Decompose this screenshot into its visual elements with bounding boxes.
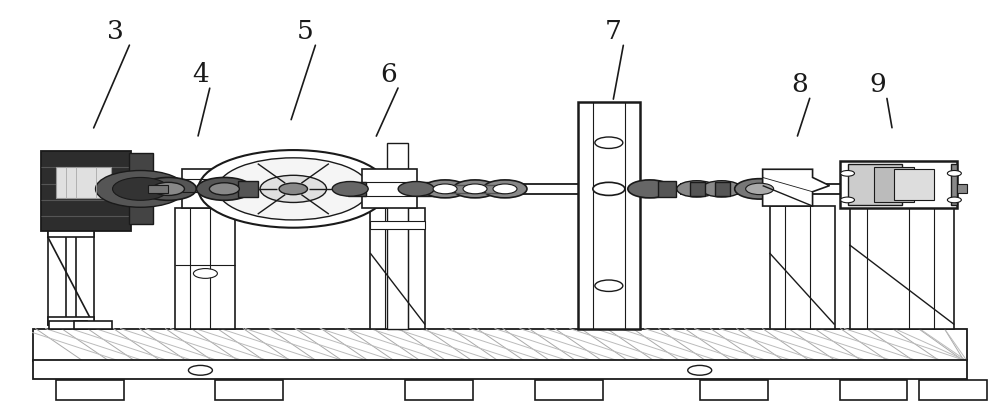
Circle shape (841, 171, 855, 177)
Bar (850, 209, 954, 329)
Circle shape (398, 182, 434, 197)
Bar (148, 186, 168, 193)
Circle shape (433, 184, 457, 194)
Circle shape (332, 182, 368, 197)
Circle shape (423, 180, 467, 198)
Bar (715, 182, 730, 197)
Bar (951, 164, 957, 205)
Bar (919, 380, 987, 400)
Text: 4: 4 (192, 62, 209, 87)
Circle shape (113, 178, 168, 201)
Circle shape (595, 138, 623, 149)
Bar (640, 181, 658, 198)
Bar (129, 153, 153, 225)
Bar (76, 231, 94, 325)
Bar (56, 168, 111, 198)
Text: 9: 9 (869, 72, 886, 97)
Bar (690, 182, 705, 197)
Circle shape (217, 158, 369, 220)
Circle shape (196, 178, 252, 201)
Bar (416, 182, 434, 197)
Bar (848, 164, 902, 205)
Bar (33, 361, 967, 379)
Circle shape (209, 183, 239, 196)
Bar (175, 209, 235, 329)
Circle shape (677, 181, 717, 198)
Circle shape (260, 176, 326, 203)
Bar (370, 222, 425, 229)
Circle shape (188, 366, 212, 375)
Circle shape (746, 184, 774, 195)
Bar (770, 207, 835, 329)
Circle shape (141, 178, 196, 201)
Text: 3: 3 (107, 19, 124, 44)
Bar (56, 380, 124, 400)
Bar (578, 103, 640, 329)
Circle shape (688, 366, 712, 375)
Bar (700, 380, 768, 400)
Bar (182, 170, 224, 209)
Circle shape (463, 184, 487, 194)
Circle shape (152, 183, 184, 196)
Bar (238, 181, 258, 198)
Bar (48, 231, 66, 325)
Bar (957, 184, 967, 193)
Bar (387, 144, 408, 329)
Circle shape (628, 180, 672, 198)
Bar (840, 380, 907, 400)
Bar (894, 169, 934, 200)
Bar (48, 230, 94, 237)
Circle shape (593, 183, 625, 196)
Circle shape (702, 181, 742, 198)
Bar (370, 209, 425, 329)
Bar (215, 380, 283, 400)
Text: 6: 6 (380, 62, 397, 87)
Circle shape (735, 179, 785, 200)
Circle shape (96, 171, 185, 208)
Circle shape (595, 280, 623, 292)
Text: 7: 7 (604, 19, 621, 44)
Bar (405, 380, 473, 400)
Bar (74, 321, 112, 329)
Bar (362, 170, 417, 209)
Circle shape (947, 198, 961, 203)
Bar (348, 182, 366, 197)
Circle shape (453, 180, 497, 198)
Circle shape (493, 184, 517, 194)
Bar (49, 321, 87, 329)
Circle shape (279, 184, 308, 195)
Bar (874, 167, 914, 202)
Bar (658, 181, 676, 198)
Text: 5: 5 (297, 19, 314, 44)
Bar (840, 162, 957, 209)
Circle shape (483, 180, 527, 198)
Text: 8: 8 (791, 72, 808, 97)
Bar (41, 151, 131, 231)
Circle shape (193, 269, 217, 279)
Circle shape (841, 198, 855, 203)
Bar (33, 329, 967, 362)
Bar (535, 380, 603, 400)
Bar (48, 317, 94, 325)
Circle shape (947, 171, 961, 177)
Polygon shape (763, 170, 830, 207)
Circle shape (198, 151, 388, 228)
